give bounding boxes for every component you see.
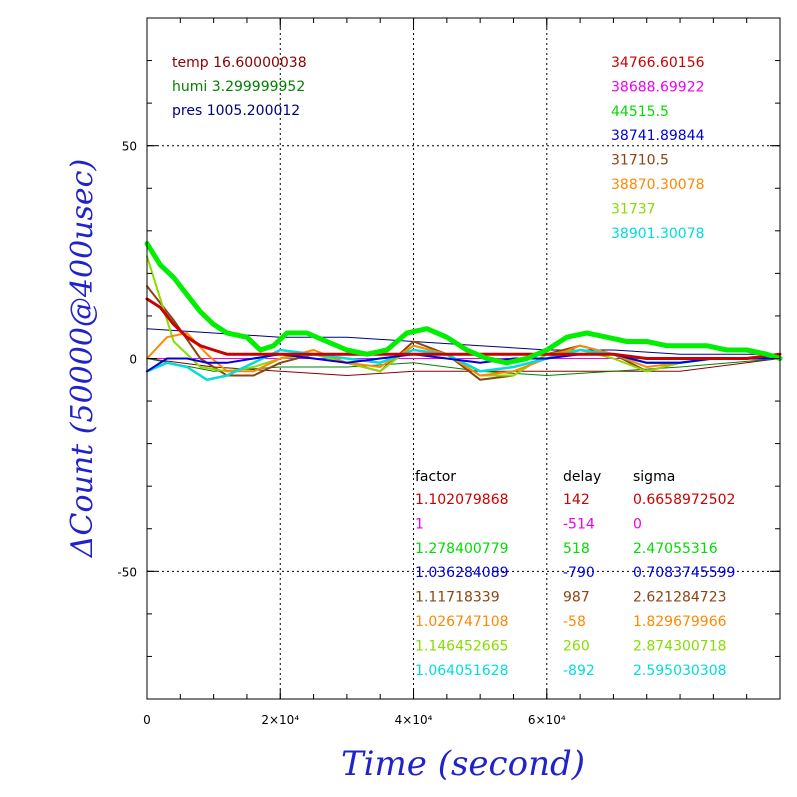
stats-sigma: 2.595030308: [633, 663, 727, 679]
legend-value: 38688.69922: [611, 79, 705, 95]
stats-delay: 260: [563, 638, 590, 654]
y-axis-title: ΔCount (50000@400usec): [65, 159, 100, 558]
legend-value: 38870.30078: [611, 177, 705, 193]
stats-sigma: 0.6658972502: [633, 492, 735, 508]
stats-factor: 1.036284089: [415, 565, 509, 581]
y-tick-label: 0: [129, 353, 137, 367]
legend-value: 31737: [611, 201, 656, 217]
stats-factor: 1.102079868: [415, 492, 509, 508]
annotations: temp 16.60000038 humi 3.299999952 pres 100…: [172, 55, 735, 679]
series-line-9: [146, 353, 781, 373]
series-line-2: [146, 358, 781, 376]
x-axis-title: Time (second): [341, 744, 585, 784]
stats-factor: 1.026747108: [415, 614, 509, 630]
stats-factor: 1.11718339: [415, 590, 500, 606]
legend-value: 38741.89844: [611, 128, 705, 144]
stats-header-factor: factor: [415, 469, 456, 485]
stats-sigma: 1.829679966: [633, 614, 727, 630]
series-line-10: [145, 297, 782, 360]
y-tick-label: 50: [122, 140, 137, 154]
legend-value: 31710.5: [611, 153, 669, 169]
stats-sigma: 2.621284723: [633, 590, 727, 606]
legend-value: 44515.5: [611, 104, 669, 120]
stats-delay: -790: [563, 565, 595, 581]
stats-delay: 142: [563, 492, 590, 508]
stats-header-delay: delay: [563, 469, 601, 485]
x-tick-label: 6×10⁴: [528, 713, 566, 727]
environment-label: temp 16.60000038: [172, 55, 307, 71]
stats-factor: 1.146452665: [415, 638, 509, 654]
stats-sigma: 2.874300718: [633, 638, 727, 654]
series-line-11: [144, 241, 783, 366]
x-tick-label: 0: [143, 713, 151, 727]
x-tick-label: 2×10⁴: [261, 713, 299, 727]
stats-delay: -892: [563, 663, 595, 679]
environment-label: humi 3.299999952: [172, 79, 305, 95]
axis-ticks: 0 2×10⁴ 4×10⁴ 6×10⁴ 50 0 -50: [117, 18, 781, 727]
stats-factor: 1: [415, 516, 424, 532]
environment-label: pres 1005.200012: [172, 103, 300, 119]
stats-delay: -514: [563, 516, 595, 532]
stats-sigma: 2.47055316: [633, 541, 718, 557]
stats-delay: -58: [563, 614, 586, 630]
stats-sigma: 0.7083745599: [633, 565, 735, 581]
stats-factor: 1.278400779: [415, 541, 509, 557]
legend-value: 38901.30078: [611, 226, 705, 242]
stats-sigma: 0: [633, 516, 642, 532]
legend-value: 34766.60156: [611, 55, 705, 71]
stats-delay: 987: [563, 590, 590, 606]
series-group: [144, 241, 783, 382]
y-tick-label: -50: [117, 565, 137, 579]
stats-header-sigma: sigma: [633, 469, 675, 485]
stats-delay: 518: [563, 541, 590, 557]
x-tick-label: 4×10⁴: [395, 713, 433, 727]
stats-factor: 1.064051628: [415, 663, 509, 679]
